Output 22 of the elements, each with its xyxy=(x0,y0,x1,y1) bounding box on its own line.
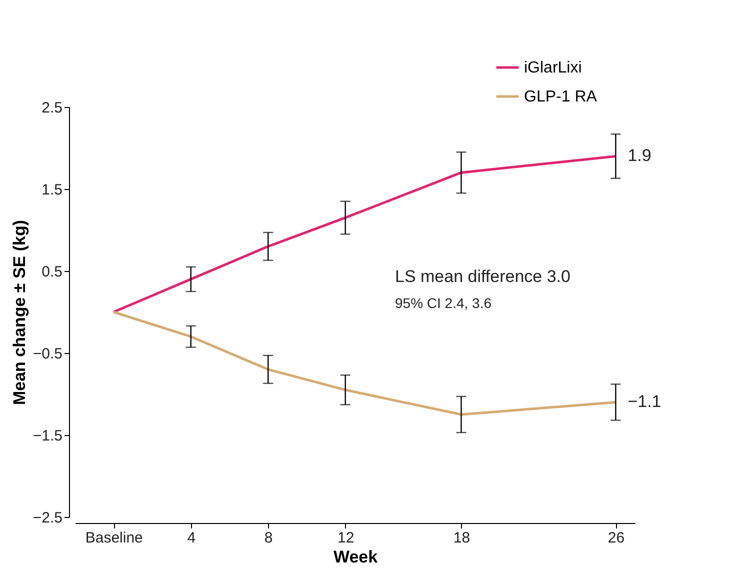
y-tick-label: 2.5 xyxy=(42,100,62,116)
x-tick-label: 18 xyxy=(453,530,470,546)
x-tick-label: Baseline xyxy=(85,530,143,546)
x-tick-label: 26 xyxy=(608,530,625,546)
y-tick-label: −1.5 xyxy=(32,428,62,444)
y-tick-label: −0.5 xyxy=(32,346,62,362)
line-series xyxy=(112,310,617,416)
legend-label: GLP-1 RA xyxy=(524,88,598,106)
annotation: −1.1 xyxy=(628,392,662,412)
x-axis-title: Week xyxy=(333,548,378,566)
x-tick-label: 12 xyxy=(338,530,354,546)
y-axis-title: Mean change ± SE (kg) xyxy=(10,220,29,406)
y-tick-label: 0.5 xyxy=(42,264,62,280)
annotation: 1.9 xyxy=(628,146,652,166)
x-tick-label: 8 xyxy=(264,530,273,546)
line-series xyxy=(112,154,617,314)
legend-label: iGlarLixi xyxy=(524,60,582,76)
annotation: LS mean difference 3.0 xyxy=(395,267,570,286)
y-tick-label: 1.5 xyxy=(42,182,62,198)
annotation: 95% CI 2.4, 3.6 xyxy=(395,295,492,311)
x-tick-label: 4 xyxy=(187,530,196,546)
y-tick-label: −2.5 xyxy=(32,510,62,526)
